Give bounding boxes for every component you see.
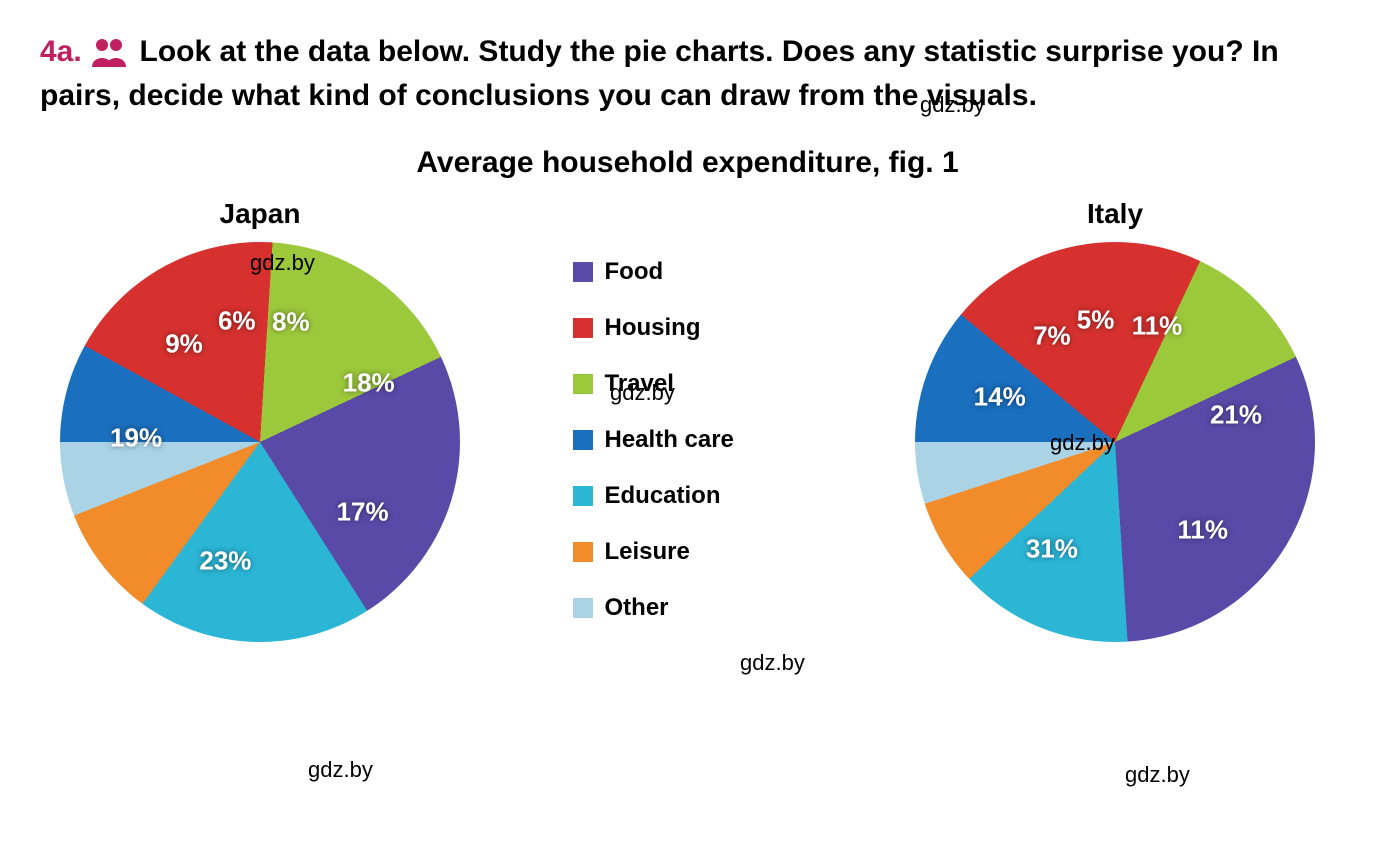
legend-label: Travel xyxy=(605,370,674,398)
slice-label: 14% xyxy=(974,381,1026,412)
legend-item: Food xyxy=(573,258,803,286)
pie-italy xyxy=(915,242,1315,642)
watermark: gdz.by xyxy=(1125,762,1190,788)
legend-label: Food xyxy=(605,258,664,286)
legend-swatch xyxy=(573,374,593,394)
slice-label: 6% xyxy=(218,305,256,336)
legend-label: Health care xyxy=(605,426,734,454)
legend-swatch xyxy=(573,318,593,338)
legend-swatch xyxy=(573,262,593,282)
chart-japan: Japan 8% 18% 17% 23% 19% 9% 6% xyxy=(40,198,480,642)
instruction-text: 4a. Look at the data below. Study the pi… xyxy=(40,30,1335,116)
slice-label: 21% xyxy=(1210,400,1262,431)
watermark: gdz.by xyxy=(308,757,373,783)
pie-italy-wrap: 11% 21% 11% 31% 14%7%5% xyxy=(915,242,1315,642)
legend-label: Other xyxy=(605,594,669,622)
legend-item: Health care xyxy=(573,426,803,454)
legend-item: Housing xyxy=(573,314,803,342)
slice-label: 11% xyxy=(1177,515,1228,546)
legend-label: Education xyxy=(605,482,721,510)
chart-japan-title: Japan xyxy=(220,198,301,230)
legend-swatch xyxy=(573,598,593,618)
slice-label: 8% xyxy=(272,307,310,338)
chart-italy: Italy 11% 21% 11% 31% 14%7%5% xyxy=(895,198,1335,642)
exercise-number: 4a. xyxy=(40,35,82,68)
slice-label: 9% xyxy=(165,329,203,360)
pair-work-icon xyxy=(90,33,139,71)
legend-swatch xyxy=(573,542,593,562)
slice-label: 19% xyxy=(110,423,162,454)
legend-item: Travel xyxy=(573,370,803,398)
legend-item: Education xyxy=(573,482,803,510)
legend-label: Leisure xyxy=(605,538,690,566)
slice-label: 11% xyxy=(1132,310,1183,341)
figure-title: Average household expenditure, fig. 1 xyxy=(40,146,1335,180)
watermark: gdz.by xyxy=(740,650,805,676)
slice-label: 31% xyxy=(1026,534,1078,565)
slice-label: 18% xyxy=(343,367,395,398)
slice-label: 17% xyxy=(337,497,389,528)
slice-label: 7% xyxy=(1033,320,1071,351)
legend-swatch xyxy=(573,430,593,450)
legend-swatch xyxy=(573,486,593,506)
charts-row: Japan 8% 18% 17% 23% 19% 9% 6% Food Housing Trav… xyxy=(40,198,1335,642)
chart-italy-title: Italy xyxy=(1087,198,1143,230)
instruction-body: Look at the data below. Study the pie ch… xyxy=(40,35,1279,112)
slice-label: 23% xyxy=(199,546,251,577)
legend-label: Housing xyxy=(605,314,701,342)
legend: Food Housing Travel Health care Education Lei… xyxy=(573,198,803,622)
legend-item: Leisure xyxy=(573,538,803,566)
pie-japan-wrap: 8% 18% 17% 23% 19% 9% 6% xyxy=(60,242,460,642)
slice-label: 5% xyxy=(1077,304,1115,335)
page-container: 4a. Look at the data below. Study the pi… xyxy=(40,30,1335,642)
legend-item: Other xyxy=(573,594,803,622)
